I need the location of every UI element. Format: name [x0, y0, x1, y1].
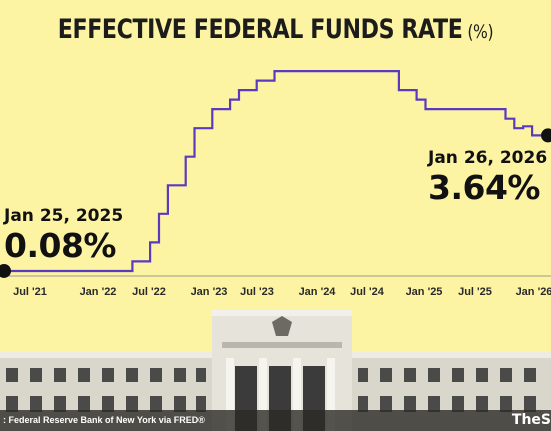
x-tick-label: Jul '25 [458, 286, 492, 298]
x-tick-label: Jul '23 [240, 286, 274, 298]
start-value: 0.08% [4, 226, 117, 265]
end-value: 3.64% [428, 168, 541, 207]
x-tick-label: Jan '26 [516, 286, 551, 298]
x-tick-label: Jul '22 [132, 286, 166, 298]
x-tick-label: Jul '21 [13, 286, 47, 298]
end-date: Jan 26, 2026 [428, 148, 548, 168]
x-tick-label: Jan '25 [406, 286, 443, 298]
end-point-marker [541, 128, 551, 143]
x-tick-label: Jan '24 [299, 286, 337, 298]
rate-series-line-0 [8, 70, 541, 273]
start-point-marker [0, 263, 11, 278]
x-tick-label: Jan '23 [191, 286, 228, 298]
federal-reserve-building-image [0, 306, 551, 431]
chart-title: EFFECTIVE FEDERAL FUNDS RATE (%) [57, 14, 494, 45]
unit-label: (%) [467, 21, 494, 43]
x-tick-label: Jul '24 [350, 286, 385, 298]
x-tick-label: Jan '22 [80, 286, 117, 298]
start-date: Jan 25, 2025 [4, 206, 124, 226]
start-callout: Jan 25, 2025 0.08% [4, 206, 123, 265]
end-callout: Jan 26, 2026 3.64% [428, 148, 547, 207]
brand-logo: TheS [511, 412, 551, 428]
source-note: : Federal Reserve Bank of New York via F… [3, 415, 205, 425]
